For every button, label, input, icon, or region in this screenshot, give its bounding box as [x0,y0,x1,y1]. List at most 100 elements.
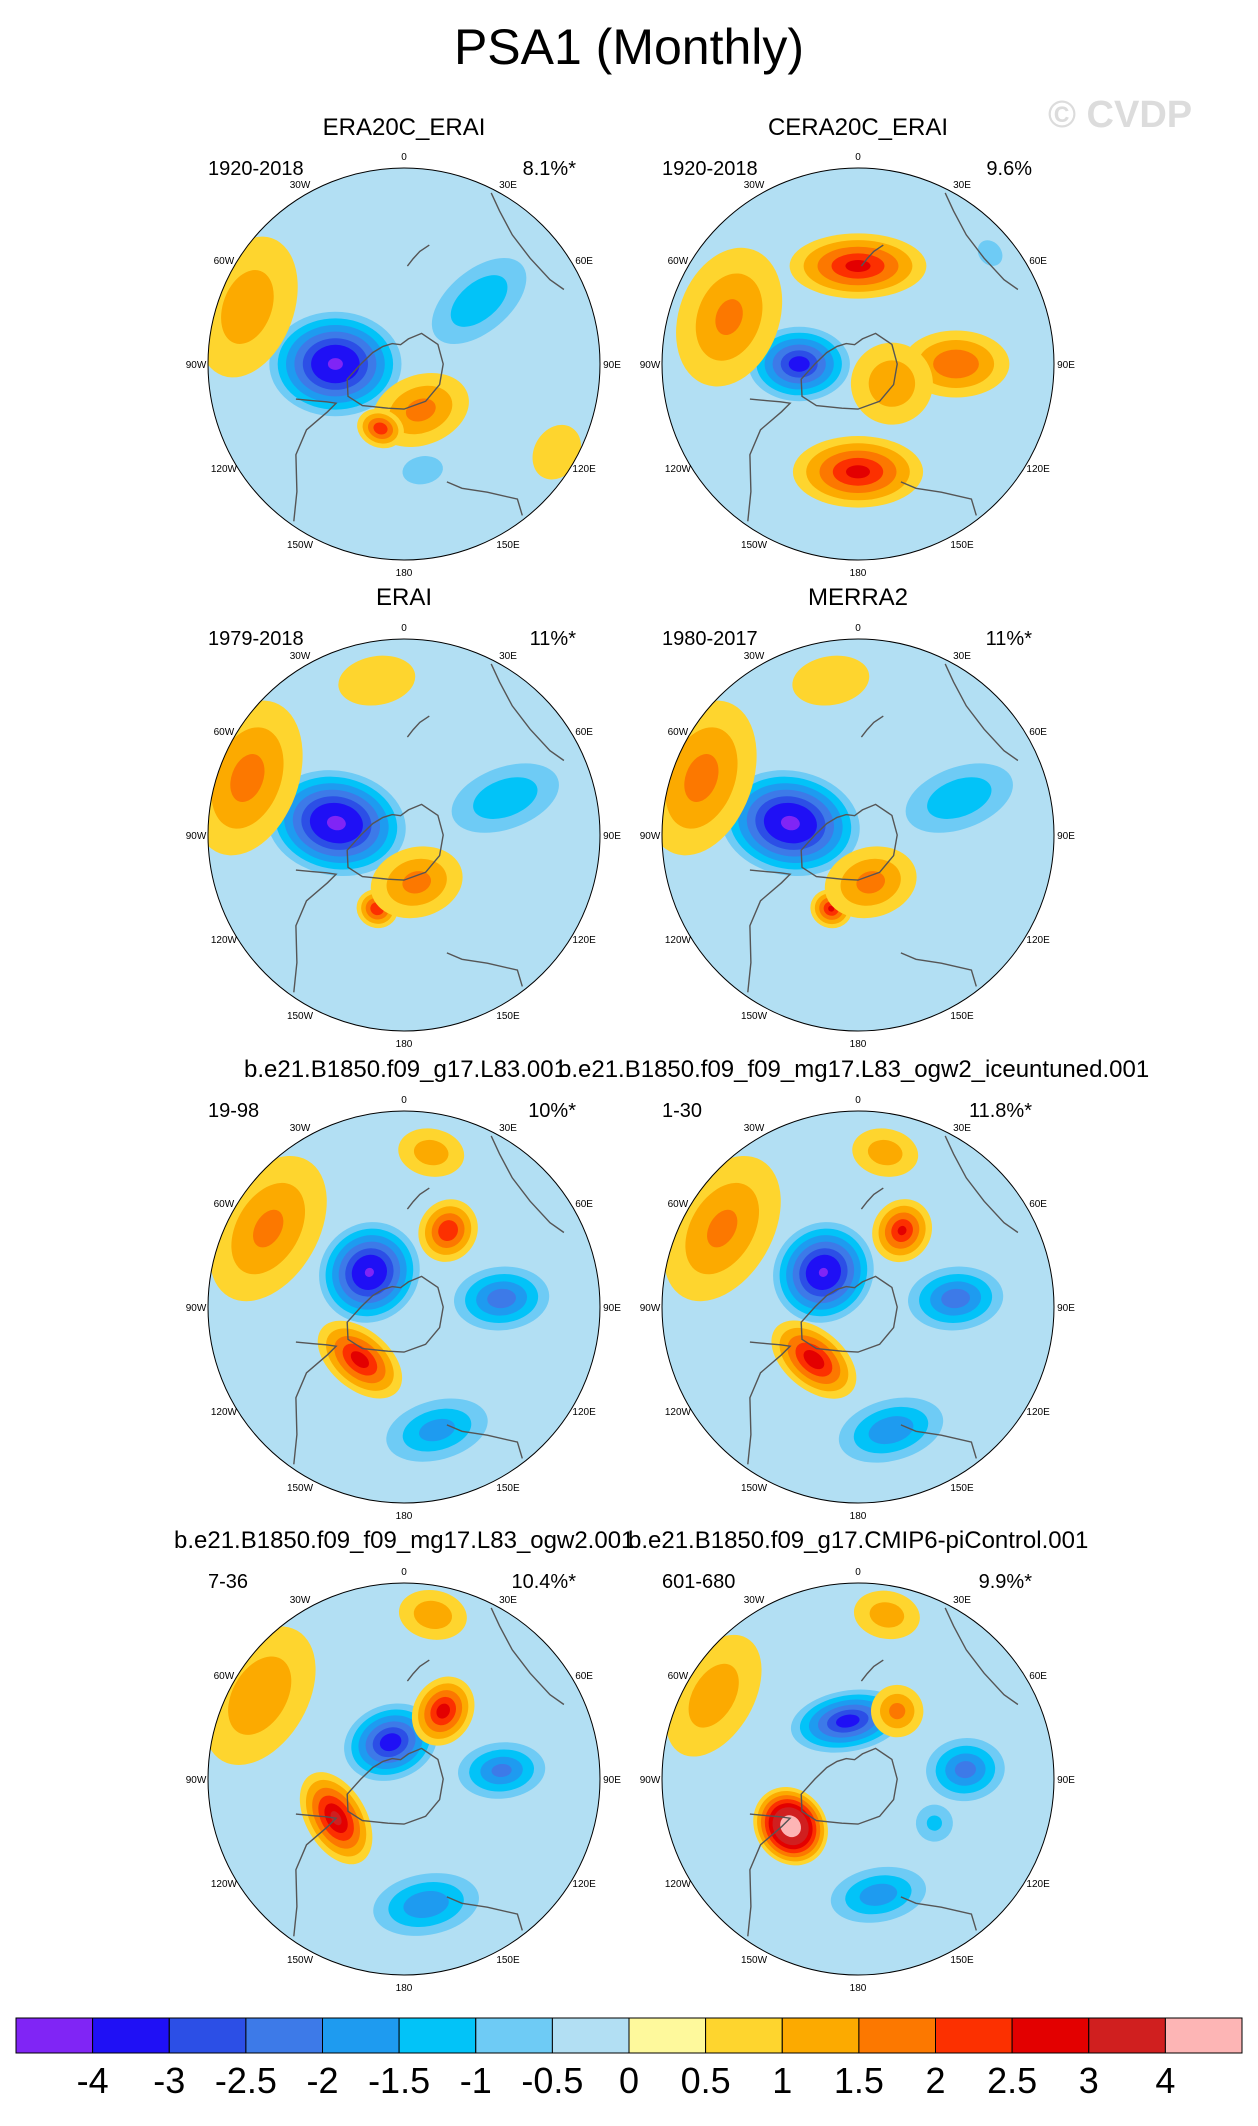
map-border [207,638,601,1032]
longitude-label: 90W [186,1303,207,1314]
longitude-label: 150W [741,540,768,551]
longitude-label: 150E [950,1483,974,1494]
contour-band [845,260,871,272]
australia-coast [944,663,1019,762]
south-america-coast [293,1813,338,1937]
map-border [207,167,601,561]
africa-coast [900,1424,977,1459]
contour-band [926,1815,943,1831]
polar-map: 0 30E 60E 90E 120E 150E 180 150W 120W 90W 60W 30W [640,1567,1076,1994]
longitude-label: 150W [287,1011,314,1022]
longitude-label: 120W [211,1407,238,1418]
australia-coast [490,1135,565,1234]
contour-band [327,358,343,370]
longitude-label: 60E [575,256,593,267]
longitude-label: 120E [1026,935,1050,946]
new-zealand-coast [860,1187,884,1210]
coastlines [293,192,565,522]
longitude-label: 120W [665,1407,692,1418]
colorbar-tick-label: 4 [1155,2060,1175,2101]
colorbar-tick-label: 0 [619,2060,639,2101]
south-america-coast [293,869,338,993]
contour-band [473,777,538,819]
contour-band [221,270,274,344]
longitude-label: 90W [640,360,661,371]
south-america-coast [293,398,338,522]
contour-field [662,1583,1054,1975]
longitude-label: 30E [953,651,971,662]
australia-coast [490,1607,565,1706]
contour-band [230,753,265,803]
longitude-label: 30W [744,651,765,662]
south-america-coast [293,1341,338,1465]
antarctica-coast [800,332,898,410]
contour-band [788,356,810,372]
colorbar-tick-label: 0.5 [681,2060,731,2101]
colorbar-tick-label: 3 [1079,2060,1099,2101]
longitude-label: 180 [396,1511,413,1522]
new-zealand-coast [406,715,430,738]
contour-band [405,398,436,422]
antarctica-coast [800,1275,898,1353]
contour-band [927,777,992,819]
contour-band [436,1703,450,1719]
contour-band [688,1663,739,1728]
longitude-label: 150W [741,1955,768,1966]
contour-band [868,1416,914,1445]
colorbar-tick-label: 2.5 [987,2060,1037,2101]
new-zealand-coast [860,715,884,738]
longitude-label: 60W [214,727,235,738]
antarctica-coast [800,803,898,881]
contour-band [413,1600,453,1629]
longitude-label: 180 [396,1983,413,1994]
longitude-label: 30E [953,180,971,191]
longitude-label: 0 [401,1567,407,1578]
longitude-label: 90W [640,1303,661,1314]
cvdp-watermark: © CVDP [1048,94,1193,136]
contour-band [715,299,743,336]
longitude-label: 120E [572,1879,596,1890]
contour-band [373,422,388,435]
longitude-label: 180 [850,1039,867,1050]
longitude-label: 90E [603,1775,621,1786]
contour-band [889,1702,906,1720]
longitude-label: 30W [290,651,311,662]
longitude-label: 90W [186,831,207,842]
longitude-label: 60W [214,1671,235,1682]
panel-years: 1920-2018 [208,158,304,180]
contour-band [419,1418,455,1442]
panel-explained-variance: 8.1%* [522,158,576,180]
antarctica-coast [346,1275,444,1353]
panel-years: 1-30 [662,1100,703,1122]
coastlines [747,663,1019,993]
longitude-label: 120W [211,1879,238,1890]
panel-years: 601-680 [662,1571,736,1593]
longitude-label: 0 [855,1095,861,1106]
antarctica-coast [346,1747,444,1825]
colorbar-tick-label: 2 [925,2060,945,2101]
longitude-label: 90E [1057,360,1075,371]
map-border [661,638,1055,1032]
polar-map: 0 30E 60E 90E 120E 150E 180 150W 120W 90W 60W 30W [186,152,622,579]
panel-title: ERA20C_ERAI [322,114,486,141]
panel-title: ERAI [375,584,433,611]
longitude-label: 60E [1029,727,1047,738]
panel-explained-variance: 10.4%* [511,1571,577,1593]
contour-band [846,465,870,479]
new-zealand-coast [860,1659,884,1682]
antarctica-coast [346,332,444,410]
panel-title: b.e21.B1850.f09_g17.L83.001 [244,1056,567,1083]
longitude-label: 120W [665,464,692,475]
new-zealand-coast [406,1187,430,1210]
coastlines [747,1135,1019,1465]
longitude-label: 30E [499,1123,517,1134]
south-america-coast [747,1813,792,1937]
contour-band [402,456,443,485]
longitude-label: 0 [401,152,407,163]
panel-title: CERA20C_ERAI [767,114,949,141]
longitude-label: 120W [211,464,238,475]
panel-years: 1980-2017 [662,628,758,650]
longitude-label: 120W [211,935,238,946]
longitude-label: 150W [741,1483,768,1494]
polar-map: 0 30E 60E 90E 120E 150E 180 150W 120W 90W 60W 30W [640,1095,1076,1522]
